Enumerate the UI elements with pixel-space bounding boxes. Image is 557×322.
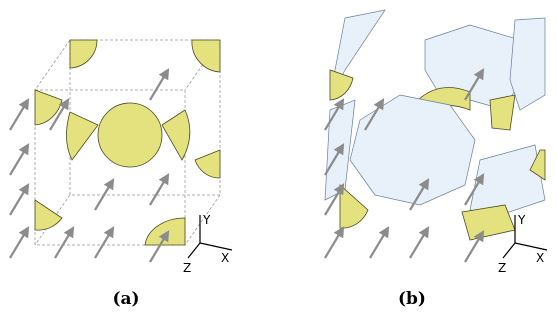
flow-arrow	[325, 228, 343, 258]
flow-arrow	[10, 100, 28, 130]
axis-label: Z	[498, 261, 506, 275]
panel-a	[35, 40, 220, 245]
quarter-sphere	[340, 185, 368, 228]
flow-arrow	[150, 175, 168, 205]
panel-label: (b)	[398, 289, 426, 309]
flow-arrow	[95, 228, 113, 258]
axis-label: Y	[517, 213, 526, 227]
quarter-sphere	[35, 90, 62, 125]
panel-b	[325, 10, 545, 240]
flow-arrow	[150, 70, 168, 100]
flow-arrow	[55, 228, 73, 258]
flow-arrow	[370, 228, 388, 258]
quarter-sphere	[192, 40, 220, 72]
mesh-slab	[510, 18, 545, 110]
flow-arrow	[10, 145, 28, 175]
quarter-sphere	[66, 112, 98, 160]
axis-label: Y	[202, 213, 211, 227]
axis-label: X	[221, 251, 229, 265]
panel-label: (a)	[112, 289, 139, 309]
axis-label: X	[536, 251, 544, 265]
mesh-blob	[350, 95, 475, 205]
flow-arrow	[410, 228, 428, 258]
quarter-sphere	[70, 40, 97, 68]
flow-arrow	[10, 185, 28, 215]
axis-label: Z	[183, 261, 191, 275]
center-sphere	[98, 103, 162, 167]
axis-line	[200, 243, 232, 250]
axis-line	[503, 243, 515, 258]
quarter-sphere	[195, 150, 220, 178]
axis-line	[188, 243, 200, 258]
quarter-sphere	[145, 218, 185, 245]
figure: Y X Z Y X Z (a) (b)	[0, 0, 557, 322]
quarter-sphere	[330, 70, 353, 100]
quarter-sphere	[35, 200, 62, 230]
flow-arrow	[10, 228, 28, 258]
axis-line	[515, 243, 547, 250]
quarter-sphere	[490, 95, 515, 130]
quarter-sphere	[162, 110, 190, 160]
